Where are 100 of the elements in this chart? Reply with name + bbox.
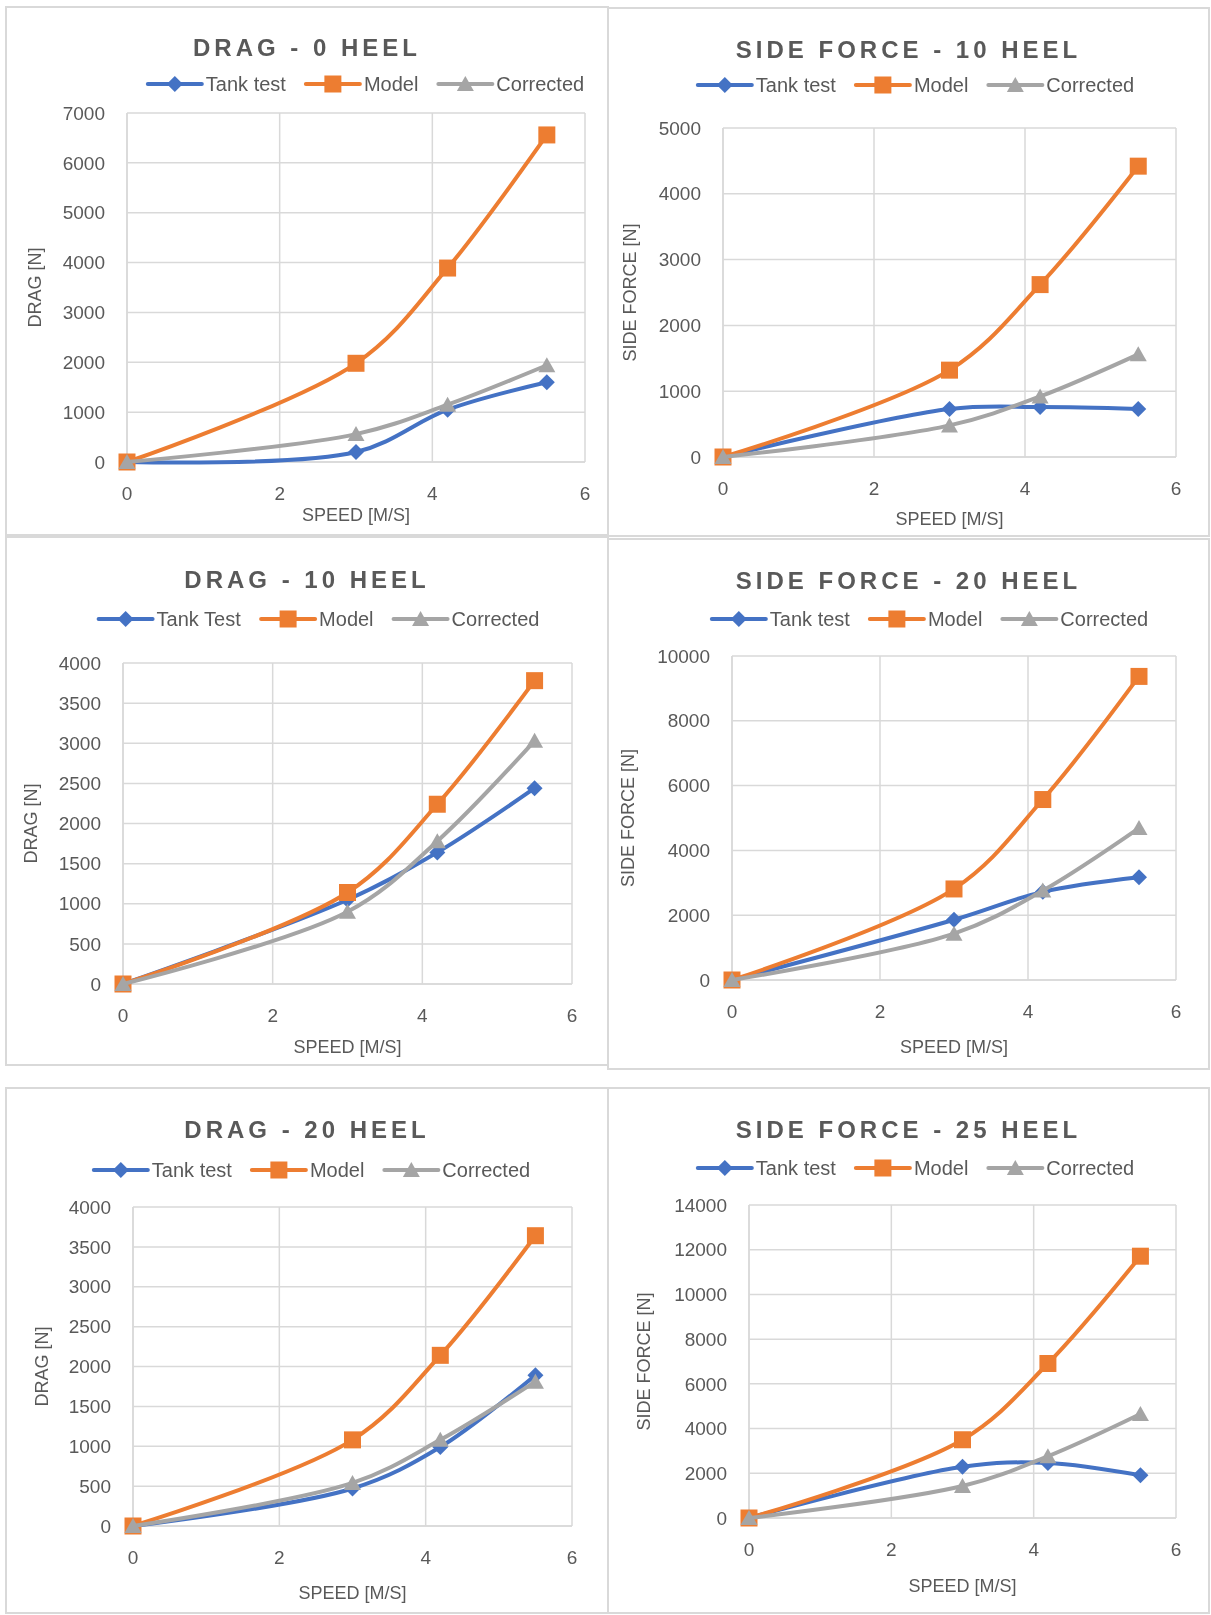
y-tick-label: 12000	[674, 1239, 727, 1261]
legend-label: Model	[319, 608, 374, 630]
y-tick-label: 0	[690, 446, 701, 468]
y-tick-label: 3000	[68, 1276, 111, 1298]
x-tick-label: 2	[874, 1001, 886, 1023]
point	[1031, 276, 1049, 294]
point	[526, 732, 544, 748]
y-tick-label: 4000	[68, 1196, 111, 1218]
x-tick-label: 4	[417, 1005, 429, 1027]
point	[526, 1373, 544, 1389]
y-tick-label: 4000	[684, 1418, 727, 1440]
point	[339, 884, 356, 902]
y-tick-label: 3500	[58, 692, 101, 714]
y-tick-label: 14000	[674, 1194, 727, 1216]
y-tick-label: 3500	[68, 1236, 111, 1258]
y-tick-label: 1500	[58, 853, 101, 875]
point	[1131, 1406, 1149, 1422]
point	[1130, 820, 1148, 836]
x-axis-title: SPEED [M/S]	[293, 1037, 402, 1058]
point	[538, 126, 556, 144]
legend-label: Tank test	[151, 1159, 233, 1181]
point	[538, 357, 556, 373]
point	[439, 259, 457, 277]
point	[954, 1431, 971, 1449]
point	[431, 1431, 449, 1447]
point	[1129, 157, 1147, 175]
x-tick-label: 6	[566, 1005, 578, 1027]
point	[1132, 1467, 1149, 1484]
point	[1130, 400, 1147, 417]
x-tick-label: 4	[1022, 1001, 1034, 1023]
chart-title: SIDE FORCE - 10 HEEL	[735, 36, 1082, 64]
y-tick-label: 1000	[658, 380, 701, 402]
y-tick-label: 5000	[62, 202, 105, 224]
point	[526, 780, 543, 797]
y-axis-title: DRAG [N]	[32, 1326, 53, 1407]
point	[428, 833, 446, 849]
x-axis-title: SPEED [M/S]	[899, 1037, 1009, 1058]
point	[347, 426, 365, 442]
y-tick-label: 6000	[684, 1373, 727, 1395]
legend-label: Tank test	[755, 74, 837, 96]
x-tick-label: 2	[274, 483, 285, 505]
x-tick-label: 4	[1028, 1539, 1040, 1561]
x-tick-label: 0	[121, 483, 133, 505]
y-tick-label: 6000	[667, 775, 710, 797]
legend-label: Model	[309, 1159, 365, 1181]
y-tick-label: 0	[94, 451, 105, 473]
y-tick-label: 8000	[684, 1328, 727, 1350]
x-tick-label: 4	[1019, 478, 1031, 500]
y-tick-label: 2000	[658, 315, 701, 337]
point	[347, 354, 365, 372]
point	[941, 400, 958, 417]
x-tick-label: 6	[1170, 1539, 1182, 1561]
legend-label: Corrected	[1046, 74, 1135, 96]
y-tick-label: 0	[716, 1507, 727, 1529]
y-tick-label: 3000	[62, 302, 105, 324]
y-tick-label: 0	[90, 973, 101, 995]
point	[339, 903, 356, 919]
x-tick-label: 6	[1170, 1001, 1182, 1023]
x-axis-title: SPEED [M/S]	[908, 1576, 1017, 1597]
legend-label: Tank test	[205, 73, 287, 95]
point	[526, 672, 544, 690]
y-tick-label: 2000	[667, 904, 710, 926]
legend-label: Corrected	[451, 608, 540, 630]
y-axis-title: DRAG [N]	[21, 783, 42, 864]
y-tick-label: 4000	[62, 252, 105, 274]
y-tick-label: 6000	[62, 152, 105, 174]
legend-label: Model	[927, 608, 983, 630]
legend-label: Tank Test	[156, 608, 242, 630]
legend-label: Model	[913, 1157, 969, 1179]
y-axis-title: SIDE FORCE [N]	[618, 748, 639, 888]
point	[348, 444, 364, 461]
x-tick-label: 0	[117, 1005, 129, 1027]
point	[954, 1478, 971, 1494]
y-tick-label: 1500	[68, 1396, 111, 1418]
y-tick-label: 4000	[667, 840, 710, 862]
chart-title: DRAG - 0 HEEL	[192, 34, 422, 62]
x-axis-title: SPEED [M/S]	[298, 1583, 407, 1604]
point	[1129, 346, 1147, 362]
y-axis-title: SIDE FORCE [N]	[620, 223, 641, 362]
x-tick-label: 0	[743, 1539, 755, 1561]
y-tick-label: 3000	[658, 249, 701, 271]
y-tick-label: 2500	[68, 1316, 111, 1338]
y-tick-label: 10000	[674, 1284, 727, 1306]
x-tick-label: 2	[274, 1547, 285, 1569]
chart-title: SIDE FORCE - 25 HEEL	[735, 1116, 1082, 1144]
y-tick-label: 10000	[657, 645, 710, 667]
x-axis-title: SPEED [M/S]	[301, 505, 411, 526]
y-tick-label: 4000	[658, 183, 701, 205]
y-tick-label: 4000	[58, 652, 101, 674]
point	[941, 417, 958, 433]
point	[439, 396, 457, 412]
y-tick-label: 3000	[58, 732, 101, 754]
point	[941, 361, 958, 379]
y-tick-label: 5000	[658, 117, 701, 139]
y-tick-label: 7000	[62, 102, 105, 124]
point	[538, 374, 555, 391]
y-axis-title: DRAG [N]	[25, 247, 46, 328]
point	[526, 1227, 544, 1245]
chart-title: SIDE FORCE - 20 HEEL	[735, 567, 1082, 595]
point	[431, 1346, 449, 1364]
